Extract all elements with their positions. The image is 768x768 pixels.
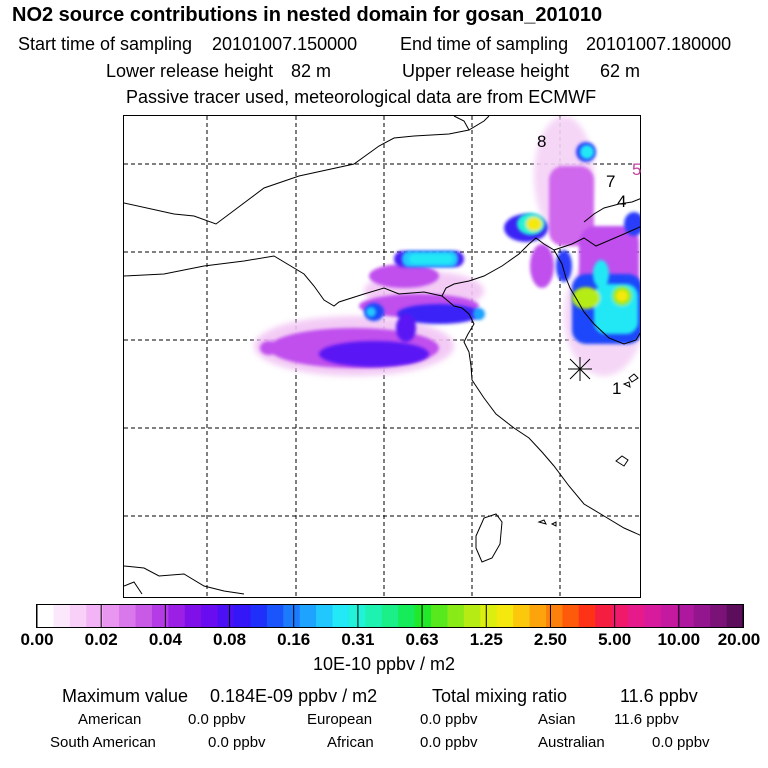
colorbar-tick-label: 0.00 bbox=[20, 630, 54, 649]
start-time-label: Start time of sampling bbox=[18, 34, 193, 54]
colorbar-tick-label: 0.02 bbox=[84, 630, 118, 649]
upper-height-label: Upper release height bbox=[402, 61, 570, 81]
end-time-label: End time of sampling bbox=[400, 34, 569, 54]
start-time-value: 20101007.150000 bbox=[212, 34, 358, 54]
colorbar-tick-label: 0.04 bbox=[148, 630, 182, 649]
total-mixing-label: Total mixing ratio bbox=[432, 686, 568, 706]
colorbar-swatch bbox=[545, 605, 563, 627]
asian-value: 11.6 ppbv bbox=[614, 711, 679, 728]
american-label: American bbox=[78, 711, 142, 728]
colorbar-tick-label: 20.00 bbox=[717, 630, 761, 649]
colorbar bbox=[36, 604, 744, 628]
australian-value: 0.0 ppbv bbox=[652, 734, 710, 751]
european-value: 0.0 ppbv bbox=[420, 711, 478, 728]
colorbar-swatch bbox=[151, 605, 169, 627]
colorbar-swatch bbox=[135, 605, 153, 627]
colorbar-swatch bbox=[86, 605, 104, 627]
colorbar-swatch bbox=[644, 605, 662, 627]
american-value: 0.0 ppbv bbox=[188, 711, 246, 728]
colorbar-border bbox=[36, 604, 744, 628]
colorbar-units: 10E-10 ppbv / m2 bbox=[312, 654, 456, 674]
european-label: European bbox=[307, 711, 373, 728]
tracer-note: Passive tracer used, meteorological data… bbox=[126, 87, 597, 107]
south-american-label: South American bbox=[50, 734, 156, 751]
colorbar-swatch bbox=[398, 605, 416, 627]
lower-height-value: 82 m bbox=[291, 61, 332, 81]
african-label: African bbox=[327, 734, 374, 751]
colorbar-swatch bbox=[201, 605, 219, 627]
colorbar-swatch bbox=[365, 605, 383, 627]
max-value-label: Maximum value bbox=[62, 686, 189, 706]
colorbar-swatch bbox=[234, 605, 251, 627]
south-american-value: 0.0 ppbv bbox=[208, 734, 266, 751]
colorbar-swatch bbox=[595, 605, 613, 627]
colorbar-swatch bbox=[266, 605, 284, 627]
colorbar-swatch bbox=[299, 605, 317, 627]
plume-field bbox=[254, 116, 640, 376]
colorbar-swatch bbox=[381, 605, 399, 627]
colorbar-swatch bbox=[660, 605, 678, 627]
colorbar-swatch bbox=[168, 605, 186, 627]
colorbar-tick-label: 0.63 bbox=[405, 630, 439, 649]
colorbar-swatch bbox=[710, 605, 728, 627]
australian-label: Australian bbox=[538, 734, 605, 751]
coastlines bbox=[124, 116, 640, 595]
upper-height-value: 62 m bbox=[600, 61, 641, 81]
colorbar-swatch bbox=[332, 605, 350, 627]
max-value: 0.184E-09 ppbv / m2 bbox=[210, 686, 378, 706]
colorbar-tick-label: 0.16 bbox=[277, 630, 311, 649]
colorbar-swatch bbox=[37, 605, 54, 627]
total-mixing-value: 11.6 ppbv bbox=[620, 686, 698, 706]
colorbar-swatch bbox=[562, 605, 580, 627]
colorbar-swatch bbox=[513, 605, 531, 627]
colorbar-swatch bbox=[463, 605, 481, 627]
colorbar-swatch bbox=[69, 605, 87, 627]
receptor-star bbox=[568, 357, 592, 381]
colorbar-tick-label: 5.00 bbox=[598, 630, 632, 649]
map-plot bbox=[123, 115, 641, 598]
colorbar-swatch bbox=[578, 605, 596, 627]
region-label-4: 4 bbox=[617, 192, 627, 211]
colorbar-tick-label: 2.50 bbox=[533, 630, 567, 649]
colorbar-swatch bbox=[628, 605, 645, 627]
colorbar-swatch bbox=[102, 605, 120, 627]
colorbar-swatch bbox=[119, 605, 137, 627]
african-value: 0.0 ppbv bbox=[420, 734, 478, 751]
colorbar-swatch bbox=[431, 605, 448, 627]
region-label-8: 8 bbox=[537, 132, 547, 151]
colorbar-swatch bbox=[316, 605, 334, 627]
colorbar-swatch bbox=[250, 605, 268, 627]
chart-title: NO2 source contributions in nested domai… bbox=[12, 4, 603, 26]
colorbar-swatch bbox=[693, 605, 711, 627]
colorbar-swatch bbox=[480, 605, 498, 627]
end-time-value: 20101007.180000 bbox=[586, 34, 732, 54]
region-label-1: 1 bbox=[612, 379, 622, 398]
colorbar-swatch bbox=[529, 605, 547, 627]
colorbar-tick-label: 0.31 bbox=[341, 630, 375, 649]
region-label-7: 7 bbox=[606, 172, 616, 191]
colorbar-swatch bbox=[611, 605, 629, 627]
lower-height-label: Lower release height bbox=[106, 61, 274, 81]
colorbar-swatch bbox=[53, 605, 71, 627]
colorbar-swatch bbox=[217, 605, 235, 627]
colorbar-swatch bbox=[283, 605, 301, 627]
colorbar-swatch bbox=[414, 605, 432, 627]
colorbar-tick-label: 1.25 bbox=[469, 630, 503, 649]
colorbar-tick-label: 0.08 bbox=[212, 630, 247, 649]
colorbar-swatch bbox=[677, 605, 695, 627]
colorbar-tick-label: 10.00 bbox=[657, 630, 701, 649]
region-label-5: 5 bbox=[632, 160, 642, 179]
colorbar-swatch bbox=[726, 605, 744, 627]
colorbar-swatch bbox=[184, 605, 202, 627]
colorbar-swatch bbox=[447, 605, 465, 627]
asian-label: Asian bbox=[538, 711, 576, 728]
colorbar-swatch bbox=[496, 605, 514, 627]
